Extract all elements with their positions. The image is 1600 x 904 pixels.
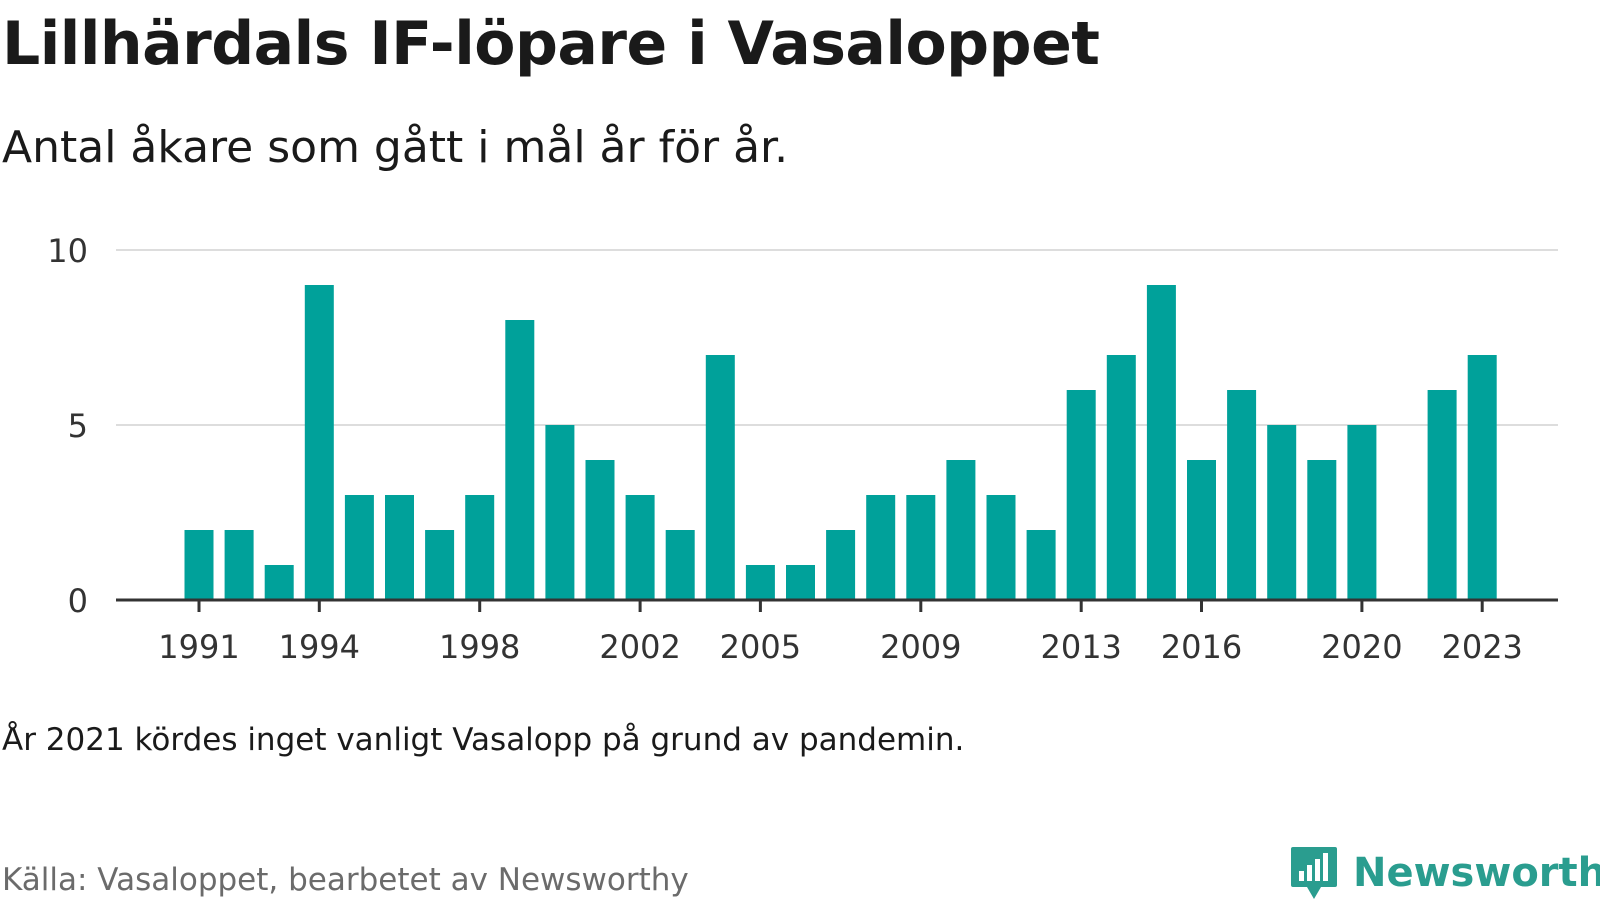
bar-1999 [505, 320, 535, 600]
x-tick-label-2013: 2013 [1040, 628, 1121, 666]
bar-2023 [1467, 355, 1497, 600]
x-tick-label-2020: 2020 [1321, 628, 1402, 666]
bar-2013 [1066, 390, 1096, 600]
source-credit: Källa: Vasaloppet, bearbetet av Newswort… [2, 862, 689, 898]
x-tick-label-1991: 1991 [158, 628, 239, 666]
chart-title: Lillhärdals IF-löpare i Vasaloppet [2, 9, 1100, 79]
bar-1993 [264, 565, 294, 600]
x-tick-label-1998: 1998 [439, 628, 520, 666]
bar-2015 [1146, 285, 1176, 600]
y-tick-label-5: 5 [68, 407, 88, 445]
x-tick-label-2016: 2016 [1161, 628, 1242, 666]
bar-2018 [1267, 425, 1297, 600]
bar-1997 [425, 530, 455, 600]
bar-2011 [986, 495, 1016, 600]
bar-1995 [344, 495, 374, 600]
bar-2007 [826, 530, 856, 600]
y-tick-label-10: 10 [47, 232, 88, 270]
bar-2020 [1347, 425, 1377, 600]
bar-2002 [625, 495, 655, 600]
bar-2003 [665, 530, 695, 600]
chart-note: År 2021 kördes inget vanligt Vasalopp på… [2, 722, 965, 758]
bar-2016 [1187, 460, 1216, 600]
bar-2006 [786, 565, 815, 600]
bar-2009 [906, 495, 936, 600]
bar-1994 [304, 285, 334, 600]
brand-logo: Newsworthy [1289, 842, 1600, 904]
x-tick-label-2005: 2005 [720, 628, 801, 666]
bar-2008 [866, 495, 896, 600]
brand-name: Newsworthy [1353, 850, 1600, 896]
bar-1998 [465, 495, 495, 600]
chart-subtitle: Antal åkare som gått i mål år för år. [2, 122, 789, 173]
bar-2004 [705, 355, 735, 600]
bar-2017 [1227, 390, 1257, 600]
bar-2022 [1427, 390, 1457, 600]
bar-1991 [184, 530, 214, 600]
bar-2001 [585, 460, 615, 600]
bar-2012 [1026, 530, 1056, 600]
x-tick-label-1994: 1994 [279, 628, 360, 666]
bar-2005 [745, 565, 775, 600]
x-tick-label-2023: 2023 [1441, 628, 1522, 666]
bar-chart: 0 5 10 1991 1994 1998 2002 2005 2009 2013 2016 2020… [47, 232, 1558, 666]
x-tick-label-2009: 2009 [880, 628, 961, 666]
bar-2010 [946, 460, 976, 600]
bar-2014 [1106, 355, 1136, 600]
bar-2000 [545, 425, 575, 600]
newsworthy-logo-icon [1291, 847, 1337, 899]
y-tick-label-0: 0 [68, 582, 88, 620]
bar-1996 [385, 495, 414, 600]
x-tick-label-2002: 2002 [599, 628, 680, 666]
bar-1992 [224, 530, 254, 600]
bar-2019 [1307, 460, 1337, 600]
